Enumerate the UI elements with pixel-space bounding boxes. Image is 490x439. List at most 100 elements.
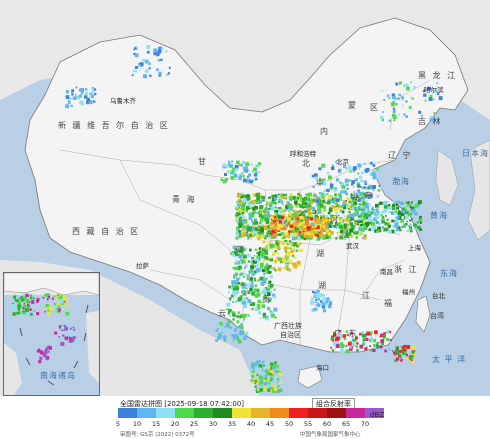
radar-echo-cell — [28, 301, 31, 303]
radar-echo-cell — [368, 193, 373, 198]
radar-echo-cell — [365, 192, 368, 195]
radar-echo-cell — [406, 356, 411, 360]
radar-echo-cell — [338, 170, 341, 174]
radar-echo-cell — [268, 297, 272, 301]
radar-echo-cell — [307, 211, 312, 216]
radar-echo-cell — [40, 351, 44, 355]
radar-echo-cell — [407, 225, 410, 227]
radar-echo-cell — [386, 218, 389, 221]
radar-echo-cell — [291, 236, 296, 241]
radar-echo-cell — [383, 227, 388, 232]
radar-echo-cell — [387, 222, 390, 225]
radar-echo-cell — [304, 205, 307, 208]
radar-echo-cell — [394, 211, 399, 215]
radar-echo-cell — [262, 364, 265, 367]
radar-echo-cell — [257, 165, 260, 168]
radar-echo-cell — [243, 301, 247, 305]
radar-echo-cell — [261, 212, 264, 215]
radar-echo-cell — [322, 214, 325, 217]
radar-echo-cell — [277, 385, 280, 388]
radar-echo-cell — [347, 204, 351, 208]
radar-echo-cell — [296, 242, 301, 247]
radar-echo-cell — [92, 88, 95, 91]
radar-echo-cell — [258, 227, 261, 230]
radar-echo-cell — [272, 198, 276, 202]
radar-echo-cell — [277, 267, 282, 272]
radar-echo-cell — [356, 206, 359, 210]
radar-echo-cell — [271, 243, 274, 246]
radar-echo-cell — [297, 236, 301, 241]
radar-echo-cell — [301, 235, 305, 240]
radar-echo-cell — [247, 196, 251, 200]
radar-echo-cell — [350, 213, 353, 216]
radar-echo-cell — [239, 232, 241, 235]
radar-echo-cell — [253, 255, 256, 257]
radar-echo-cell — [327, 232, 332, 236]
radar-echo-cell — [243, 318, 246, 320]
radar-echo-cell — [61, 336, 64, 339]
radar-echo-cell — [388, 97, 391, 100]
radar-echo-cell — [236, 206, 238, 209]
radar-echo-cell — [326, 220, 330, 224]
radar-echo-cell — [339, 235, 343, 240]
radar-echo-cell — [429, 94, 433, 98]
radar-echo-cell — [339, 211, 341, 213]
radar-echo-cell — [70, 104, 73, 108]
radar-echo-cell — [311, 290, 315, 294]
radar-echo-cell — [235, 219, 239, 223]
radar-echo-cell — [64, 300, 66, 303]
radar-echo-cell — [239, 247, 244, 251]
radar-echo-cell — [344, 235, 347, 238]
radar-echo-cell — [232, 245, 236, 249]
radar-echo-cell — [245, 247, 248, 250]
radar-echo-cell — [63, 297, 67, 300]
sea-south-islands: 南海诸岛 — [40, 371, 76, 380]
radar-echo-cell — [265, 371, 269, 375]
radar-echo-cell — [158, 73, 162, 77]
radar-echo-cell — [346, 334, 349, 336]
radar-echo-cell — [345, 223, 348, 226]
radar-echo-cell — [270, 216, 273, 219]
radar-echo-cell — [361, 227, 364, 230]
radar-echo-cell — [241, 206, 245, 211]
radar-echo-cell — [256, 212, 259, 215]
color-swatch — [365, 408, 384, 418]
radar-echo-cell — [358, 168, 361, 170]
radar-echo-cell — [320, 216, 323, 219]
radar-echo-cell — [296, 261, 301, 265]
radar-echo-cell — [408, 228, 411, 231]
radar-echo-cell — [323, 182, 327, 186]
radar-echo-cell — [343, 229, 346, 232]
radar-echo-cell — [287, 202, 291, 205]
radar-echo-cell — [262, 258, 266, 262]
radar-echo-cell — [254, 377, 257, 380]
radar-echo-cell — [249, 277, 253, 281]
radar-echo-cell — [267, 292, 271, 296]
radar-echo-cell — [286, 261, 290, 265]
radar-echo-cell — [244, 266, 247, 269]
radar-echo-cell — [236, 315, 239, 318]
radar-echo-cell — [324, 220, 327, 223]
radar-echo-cell — [382, 335, 386, 339]
radar-echo-cell — [338, 330, 341, 333]
radar-echo-cell — [254, 248, 257, 251]
radar-echo-cell — [237, 297, 242, 302]
radar-echo-cell — [304, 207, 308, 211]
radar-echo-cell — [318, 197, 321, 200]
radar-echo-cell — [335, 178, 340, 182]
radar-echo-cell — [396, 206, 400, 210]
radar-echo-cell — [22, 307, 25, 310]
radar-echo-cell — [250, 378, 254, 382]
radar-echo-cell — [272, 195, 275, 198]
radar-echo-cell — [86, 100, 90, 105]
radar-echo-cell — [51, 312, 54, 315]
radar-echo-cell — [269, 379, 272, 382]
radar-echo-cell — [381, 226, 384, 229]
radar-echo-cell — [254, 265, 257, 268]
radar-echo-cell — [339, 218, 343, 223]
radar-echo-cell — [373, 217, 377, 221]
city-haikou: 海口 — [316, 364, 329, 372]
radar-echo-cell — [314, 176, 318, 180]
radar-echo-cell — [271, 233, 274, 236]
radar-echo-cell — [285, 205, 289, 209]
